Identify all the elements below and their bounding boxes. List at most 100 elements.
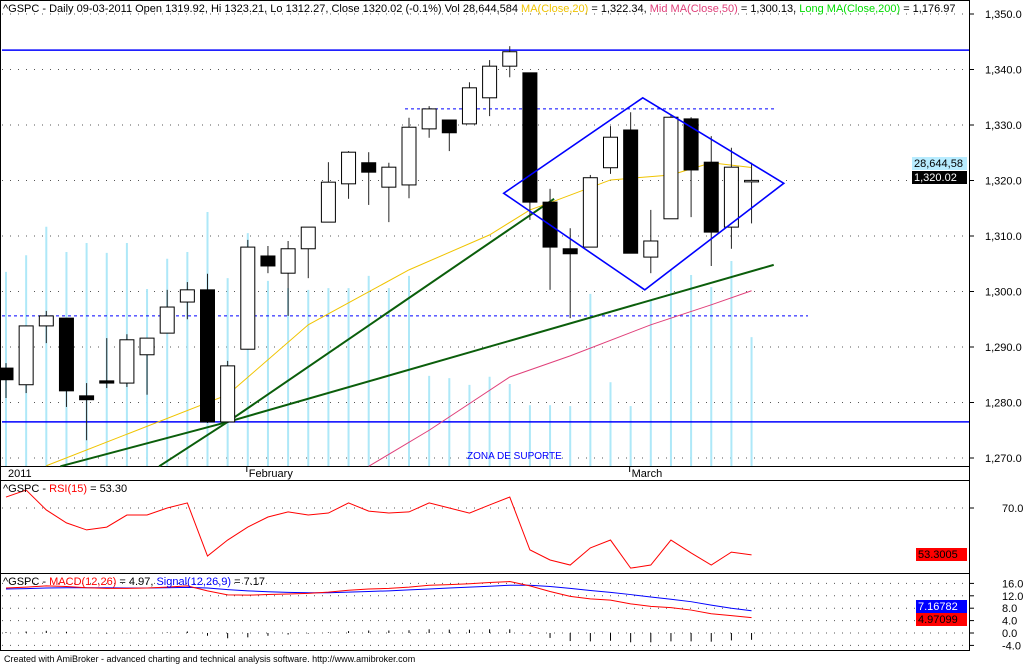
ma50-legend: Mid MA(Close,50) bbox=[650, 3, 738, 15]
volume-label-bg bbox=[912, 157, 967, 170]
candle bbox=[200, 273, 215, 424]
candle-body bbox=[79, 395, 95, 401]
macd-tick-label: 0.0 bbox=[1002, 628, 1017, 640]
y-tick-label: 1,320.0 bbox=[985, 176, 1022, 188]
ma20-legend: MA(Close,20) bbox=[521, 3, 588, 15]
candle bbox=[280, 240, 296, 316]
signal-label-bg bbox=[916, 600, 967, 613]
candle bbox=[300, 226, 316, 279]
candle-body bbox=[280, 248, 296, 274]
moving-averages bbox=[46, 162, 752, 467]
candle-body bbox=[58, 317, 74, 392]
candle bbox=[643, 209, 659, 274]
y-tick-label: 1,340.0 bbox=[985, 65, 1022, 77]
candle-body bbox=[723, 166, 739, 228]
date-label: February bbox=[249, 468, 294, 480]
candle bbox=[320, 162, 336, 223]
candle bbox=[119, 334, 135, 387]
rsi-tick-label: 70.0 bbox=[1002, 503, 1023, 515]
last-close-label: 1,320.02 bbox=[914, 172, 957, 184]
ma50-value: = 1,300.13, bbox=[738, 3, 799, 15]
rsi-value: = 53.30 bbox=[87, 483, 127, 495]
rsi-legend: RSI(15) bbox=[49, 483, 87, 495]
candle bbox=[159, 289, 175, 334]
candle-body bbox=[502, 51, 518, 67]
support-zone-label: ZONA DE SUPORTE bbox=[467, 451, 562, 462]
candle-body bbox=[139, 337, 155, 356]
date-label: 2011 bbox=[8, 468, 32, 480]
candle bbox=[461, 82, 477, 125]
candle-body bbox=[643, 240, 659, 258]
candle-body bbox=[341, 151, 357, 185]
rsi-line bbox=[5, 489, 752, 569]
y-tick-label: 1,300.0 bbox=[985, 287, 1022, 299]
candle-body bbox=[421, 108, 437, 130]
signal-value: = 7.17 bbox=[231, 576, 265, 588]
macd-tick-label: 12.0 bbox=[1002, 591, 1023, 603]
footer-credit: Created with AmiBroker - advanced charti… bbox=[4, 654, 415, 664]
rsi-pane-header: ^GSPC - RSI(15) = 53.30 bbox=[3, 483, 127, 495]
candle-body bbox=[240, 246, 256, 350]
macd-pane-header: ^GSPC - MACD(12,26) = 4.97, Signal(12,26… bbox=[3, 576, 265, 588]
candle-body bbox=[744, 179, 760, 183]
ma20-value: = 1,322.34, bbox=[588, 3, 649, 15]
diamond-pattern bbox=[502, 96, 786, 291]
candle-body bbox=[603, 136, 618, 169]
price-axis: 1,350.0 1,340.0 1,330.0 1,320.0 1,310.0 1,300… bbox=[912, 9, 1022, 465]
y-tick-label: 1,280.0 bbox=[985, 398, 1022, 410]
quote-summary: ^GSPC - Daily 09-03-2011 Open 1319.92, H… bbox=[3, 3, 521, 15]
macd-legend: MACD(12,26) bbox=[49, 576, 116, 588]
candle bbox=[542, 188, 558, 290]
y-tick-label: 1,290.0 bbox=[985, 342, 1022, 354]
trendline bbox=[158, 197, 555, 468]
y-tick-label: 1,310.0 bbox=[985, 231, 1022, 243]
candle-body bbox=[200, 289, 215, 423]
candle bbox=[703, 136, 719, 266]
candle bbox=[562, 228, 578, 319]
candle-body bbox=[300, 226, 316, 250]
macd-value: = 4.97, bbox=[116, 576, 156, 588]
candle-body bbox=[381, 166, 397, 188]
y-tick-label: 1,270.0 bbox=[985, 453, 1022, 465]
candle-body bbox=[99, 380, 115, 384]
date-axis: 2011 February March bbox=[8, 466, 662, 480]
signal-legend: Signal(12,26,9) bbox=[156, 576, 231, 588]
y-tick-label: 1,330.0 bbox=[985, 120, 1022, 132]
macd-line bbox=[5, 581, 752, 619]
candle-body bbox=[522, 72, 538, 203]
candle bbox=[79, 383, 95, 441]
candle-body bbox=[179, 289, 195, 303]
price-pane-header: ^GSPC - Daily 09-03-2011 Open 1319.92, H… bbox=[3, 3, 956, 15]
candle bbox=[421, 106, 437, 138]
volume-bars bbox=[5, 211, 753, 466]
macd-tick-label: 16.0 bbox=[1002, 578, 1023, 590]
candle bbox=[139, 337, 155, 395]
rsi-symbol: ^GSPC - bbox=[3, 483, 49, 495]
date-axis-strip bbox=[0, 466, 970, 481]
rsi-pane-frame bbox=[0, 480, 970, 574]
candle-body bbox=[18, 325, 34, 386]
candle bbox=[441, 119, 457, 152]
rsi-label-bg bbox=[916, 548, 967, 561]
candle bbox=[38, 310, 54, 344]
candle-body bbox=[320, 181, 336, 223]
candle-body bbox=[482, 65, 498, 99]
macd-last-label: 4.97099 bbox=[918, 614, 958, 626]
candle-body bbox=[461, 87, 477, 125]
candle-body bbox=[703, 161, 719, 233]
candle bbox=[723, 147, 739, 249]
candle bbox=[240, 239, 256, 350]
macd-symbol: ^GSPC - bbox=[3, 576, 49, 588]
candle bbox=[361, 152, 377, 205]
candle-body bbox=[260, 255, 276, 267]
candle-body bbox=[441, 119, 457, 134]
macd-tick-label: -4.0 bbox=[1002, 640, 1021, 652]
candle bbox=[341, 151, 357, 199]
candle bbox=[522, 72, 538, 220]
ma200-value: = 1,176.97 bbox=[900, 3, 955, 15]
candle bbox=[220, 360, 236, 424]
candle bbox=[0, 363, 14, 399]
date-label: March bbox=[632, 468, 663, 480]
candle-body bbox=[119, 339, 135, 384]
